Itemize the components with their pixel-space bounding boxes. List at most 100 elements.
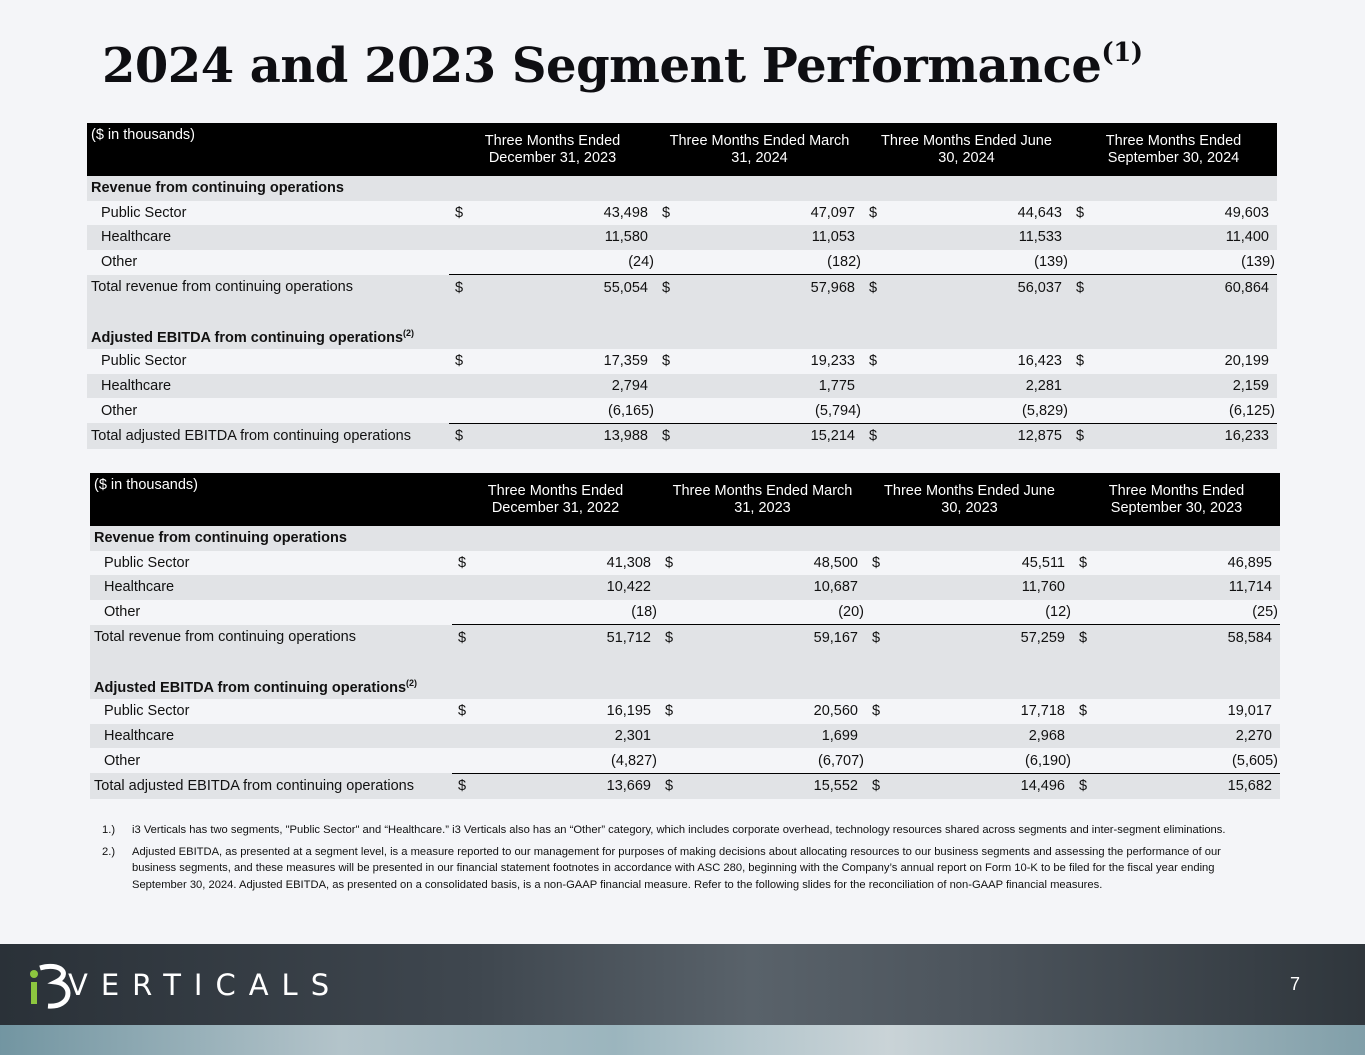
empty-cell [888, 674, 1073, 700]
currency-symbol [656, 249, 678, 276]
value-cell: 10,422 [474, 575, 659, 600]
value-cell: 2,159 [1092, 373, 1277, 399]
value-cell: 44,643 [885, 200, 1070, 226]
currency-symbol [659, 748, 681, 774]
currency-symbol [656, 373, 678, 399]
currency-symbol [863, 225, 885, 250]
currency-symbol [866, 748, 888, 774]
currency-symbol [659, 599, 681, 626]
section-heading-text: Adjusted EBITDA from continuing operatio… [94, 679, 407, 696]
value-cell: 2,301 [474, 723, 659, 749]
value-cell: 17,718 [888, 699, 1073, 724]
currency-symbol [1070, 398, 1092, 424]
section-heading-text: Revenue from continuing operations [94, 530, 347, 547]
value-cell: (24) [471, 249, 656, 276]
section-heading-row: Adjusted EBITDA from continuing operatio… [90, 674, 1280, 700]
section-heading: Adjusted EBITDA from continuing operatio… [87, 324, 449, 350]
page-title: 2024 and 2023 Segment Performance(1) [102, 38, 1143, 94]
currency-symbol: $ [452, 550, 474, 576]
empty-cell [474, 649, 659, 675]
currency-symbol [1073, 575, 1095, 600]
currency-symbol: $ [659, 624, 681, 650]
empty-cell [656, 324, 678, 350]
value-cell: 19,233 [678, 349, 863, 374]
empty-cell [656, 176, 678, 201]
period-header: Three Months Ended September 30, 2023 [1073, 473, 1280, 526]
empty-cell [471, 176, 656, 201]
empty-cell [474, 526, 659, 551]
page-title-text: 2024 and 2023 Segment Performance [102, 38, 1102, 94]
footer-photo-strip [0, 1025, 1365, 1055]
currency-symbol: $ [449, 349, 471, 374]
empty-cell [1092, 176, 1277, 201]
empty-cell [863, 176, 885, 201]
currency-symbol: $ [1070, 423, 1092, 449]
currency-symbol [449, 249, 471, 276]
row-label: Total revenue from continuing operations [87, 274, 449, 300]
value-cell: 16,233 [1092, 423, 1277, 449]
empty-cell [1095, 649, 1280, 675]
row-label: Total revenue from continuing operations [90, 624, 452, 650]
value-cell: 56,037 [885, 274, 1070, 300]
segment-table: ($ in thousands) Three Months Ended Decem… [90, 473, 1280, 799]
footnotes: 1.) i3 Verticals has two segments, "Publ… [102, 822, 1252, 898]
value-cell: 20,199 [1092, 349, 1277, 374]
section-heading: Revenue from continuing operations [87, 176, 449, 201]
currency-symbol: $ [1070, 274, 1092, 300]
row-label: Total adjusted EBITDA from continuing op… [87, 423, 449, 449]
row-label: Healthcare [90, 575, 452, 600]
currency-symbol: $ [866, 624, 888, 650]
value-cell: (5,794) [678, 398, 863, 424]
value-cell: (20) [681, 599, 866, 626]
table-row: Other (18) (20) (12) (25) [90, 599, 1280, 626]
value-cell: 2,281 [885, 373, 1070, 399]
value-cell: (4,827) [474, 748, 659, 774]
currency-symbol: $ [863, 423, 885, 449]
currency-symbol [452, 599, 474, 626]
value-cell: 14,496 [888, 773, 1073, 799]
section-heading-row: Revenue from continuing operations [87, 176, 1277, 201]
currency-symbol: $ [449, 200, 471, 226]
value-cell: (6,165) [471, 398, 656, 424]
brand-wordmark: VERTICALS [68, 968, 343, 1002]
empty-cell [866, 649, 888, 675]
empty-cell [885, 324, 1070, 350]
currency-symbol [1070, 249, 1092, 276]
currency-symbol [449, 225, 471, 250]
empty-cell [1070, 324, 1092, 350]
footnote: 2.) Adjusted EBITDA, as presented at a s… [102, 844, 1252, 894]
footnote-ref: (2) [403, 327, 415, 338]
empty-cell [1092, 299, 1277, 325]
value-cell: 11,053 [678, 225, 863, 250]
empty-cell [888, 526, 1073, 551]
table-row: Healthcare 2,301 1,699 2,968 2,270 [90, 723, 1280, 749]
empty-cell [1095, 674, 1280, 700]
period-header: Three Months Ended June 30, 2024 [863, 123, 1070, 176]
currency-symbol [866, 599, 888, 626]
period-header: Three Months Ended September 30, 2024 [1070, 123, 1277, 176]
currency-symbol [656, 398, 678, 424]
value-cell: 16,195 [474, 699, 659, 724]
currency-symbol: $ [656, 200, 678, 226]
value-cell: 19,017 [1095, 699, 1280, 724]
row-label: Healthcare [90, 723, 452, 749]
footnote: 1.) i3 Verticals has two segments, "Publ… [102, 822, 1252, 839]
empty-cell [659, 526, 681, 551]
row-label: Other [90, 748, 452, 774]
empty-cell [452, 674, 474, 700]
period-header: Three Months Ended March 31, 2024 [656, 123, 863, 176]
currency-symbol: $ [1073, 550, 1095, 576]
value-cell: 2,270 [1095, 723, 1280, 749]
currency-symbol [866, 575, 888, 600]
row-label: Healthcare [87, 373, 449, 399]
table-row: Other (24) (182) (139) (139) [87, 249, 1277, 276]
currency-symbol [452, 723, 474, 749]
footnote-text: i3 Verticals has two segments, "Public S… [132, 824, 1226, 836]
currency-symbol: $ [863, 200, 885, 226]
table-row: Healthcare 11,580 11,053 11,533 11,400 [87, 225, 1277, 250]
footnote-text: Adjusted EBITDA, as presented at a segme… [132, 845, 1221, 891]
value-cell: 2,794 [471, 373, 656, 399]
value-cell: 17,359 [471, 349, 656, 374]
value-cell: 15,214 [678, 423, 863, 449]
value-cell: 51,712 [474, 624, 659, 650]
